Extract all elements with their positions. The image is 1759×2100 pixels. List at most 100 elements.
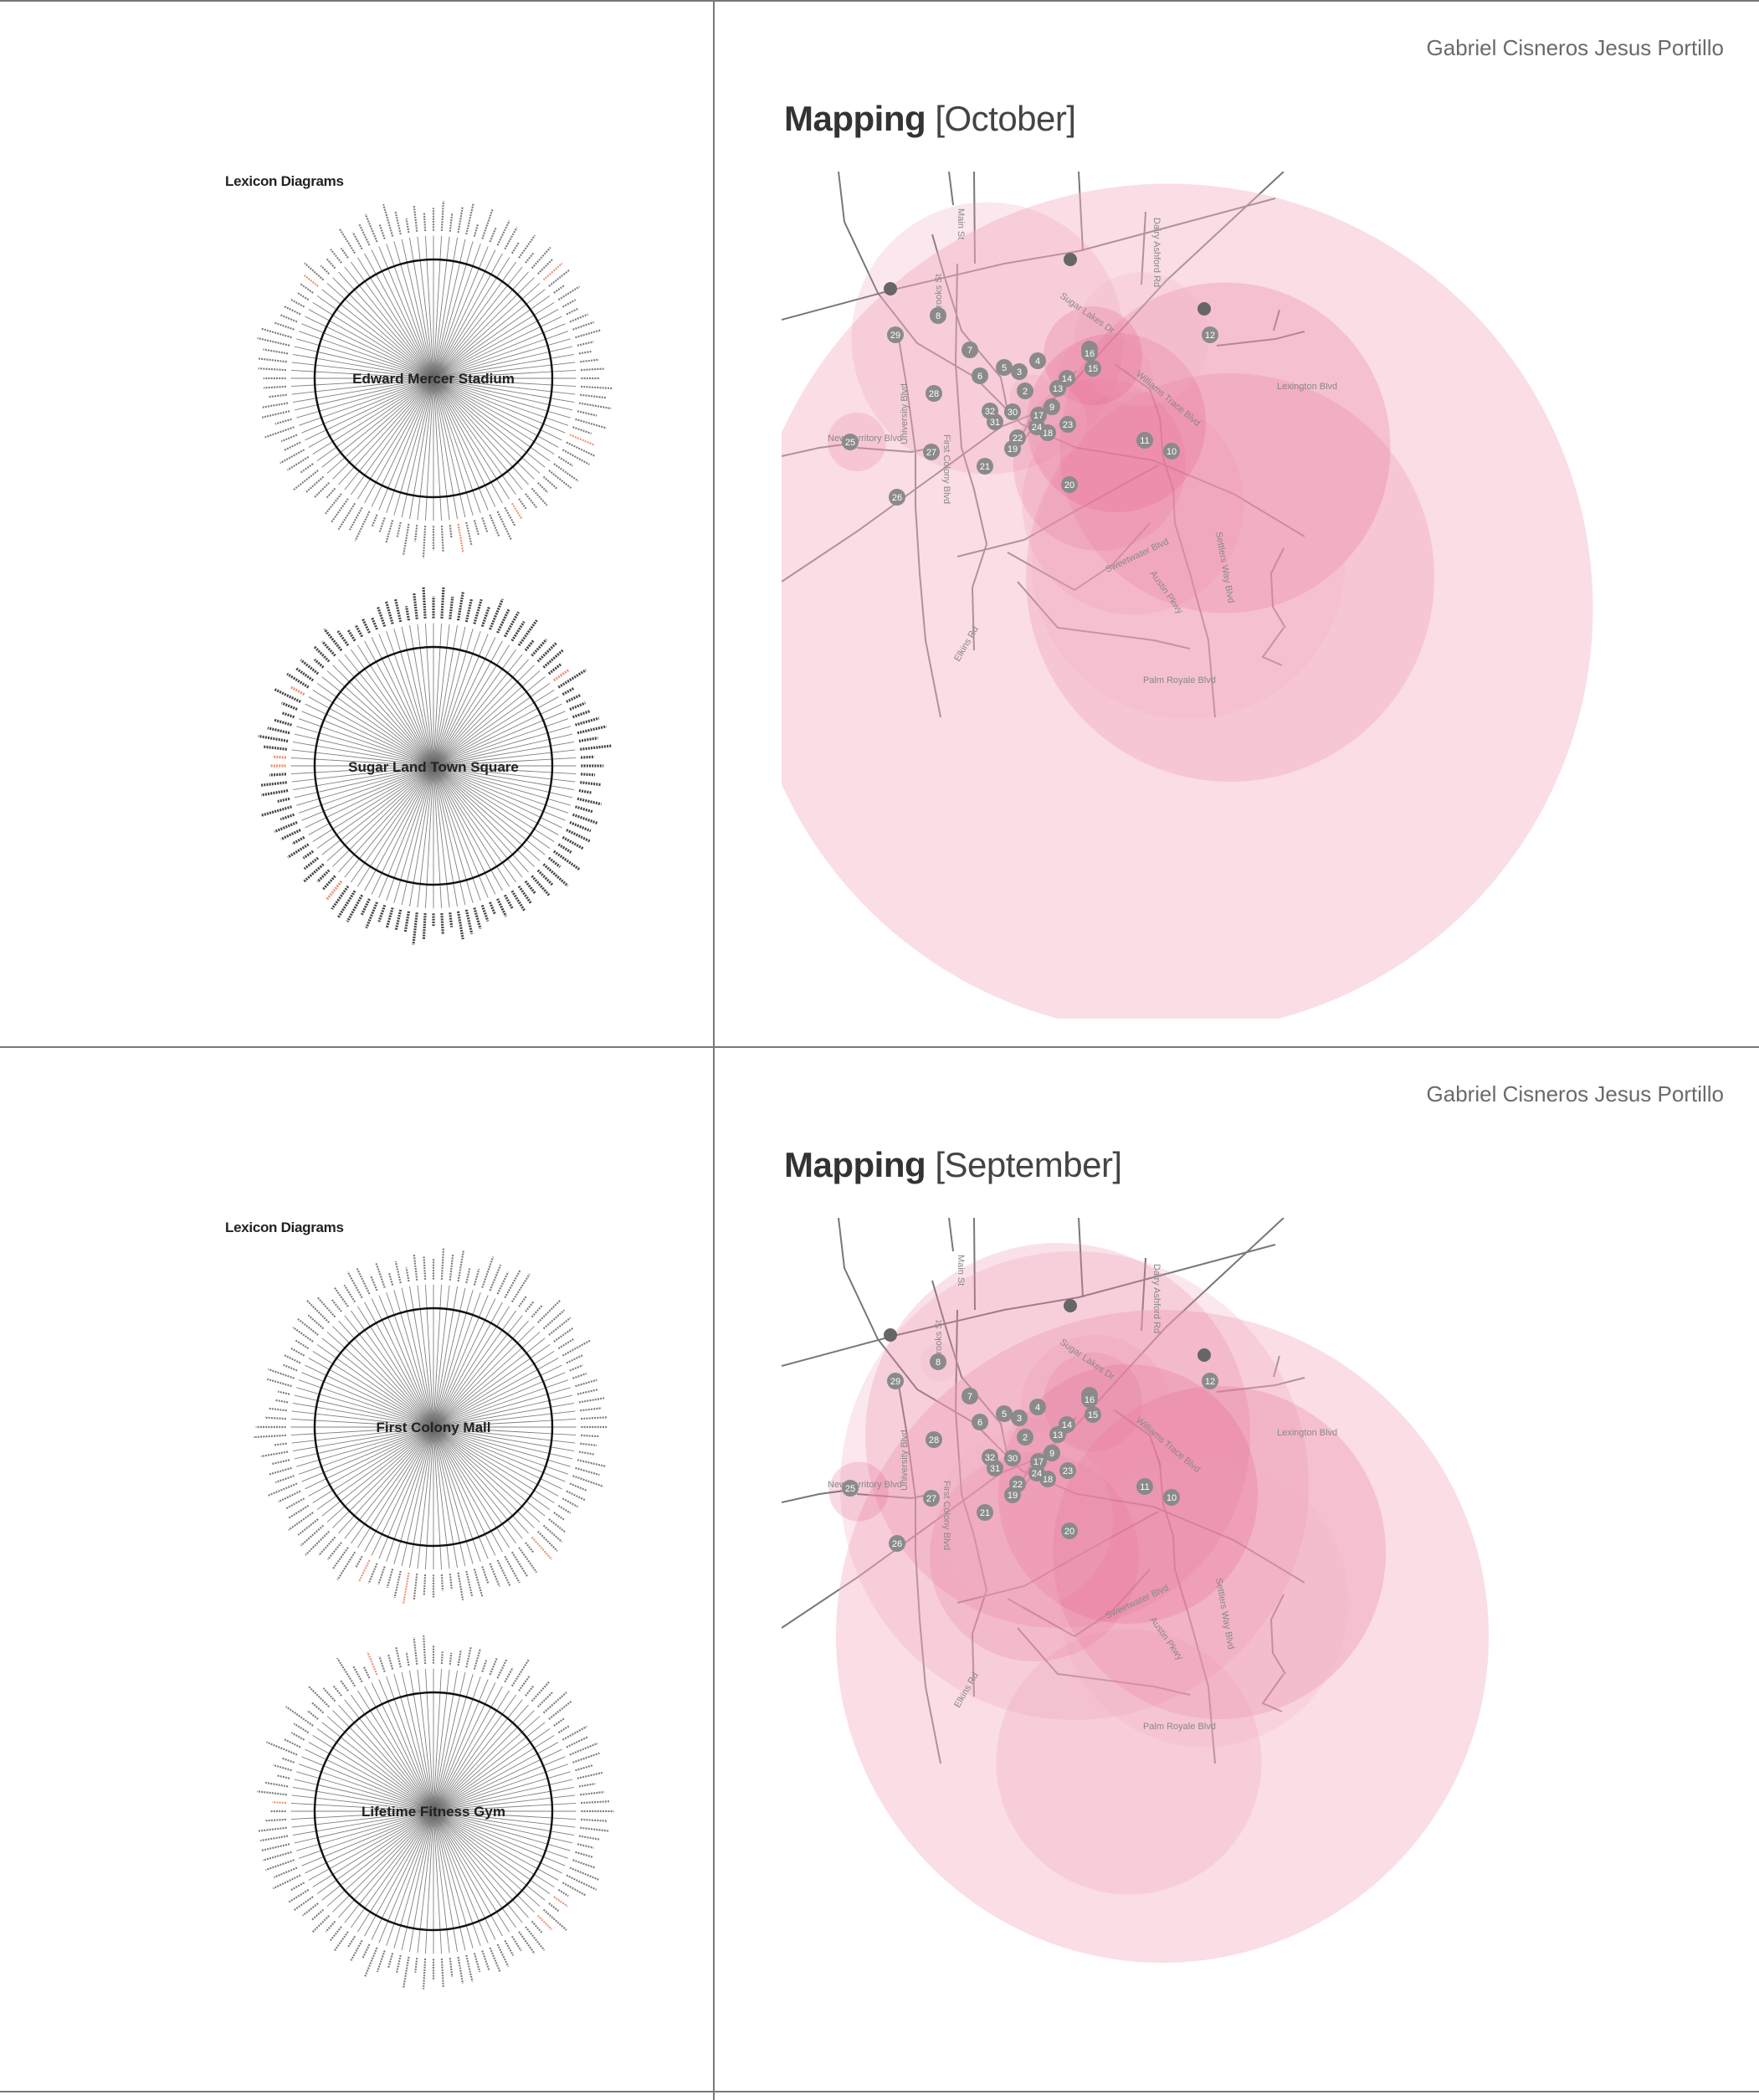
site-marker[interactable]: 21 [977,458,993,475]
site-marker[interactable]: 3 [1011,363,1028,380]
spoke-label-mark [267,727,290,735]
site-marker[interactable]: 11 [1136,432,1153,449]
spoke-label-mark [536,481,549,494]
spoke-label-mark [518,234,536,259]
site-marker[interactable]: 9 [1044,398,1060,415]
spoke-label-mark [577,1459,607,1468]
spoke-label-mark [572,1752,600,1764]
site-marker[interactable]: 24 [1028,1465,1045,1481]
spoke-label-mark [547,662,562,675]
spoke-label-mark [575,1379,597,1388]
spoke-label-mark [569,821,592,833]
influence-ellipse [1026,373,1434,782]
site-marker[interactable]: 15 [1085,1406,1101,1423]
site-marker[interactable]: 5 [996,1405,1013,1422]
site-marker[interactable]: 22 [1009,1476,1026,1492]
site-marker[interactable]: 12 [1202,1373,1218,1389]
spoke-line [321,1810,434,1901]
site-marker[interactable]: 8 [930,307,946,324]
site-marker[interactable]: 4 [1029,352,1046,369]
site-marker-number: 19 [1008,1491,1018,1501]
site-marker[interactable]: 24 [1028,418,1045,435]
spoke-label-mark [283,441,301,452]
street-label: University Blvd [900,1430,910,1491]
spoke-label-mark [269,393,287,398]
site-marker[interactable]: 30 [1004,1450,1021,1466]
lexicon-diagrams: First Colony Mall Lifetime Fitness Gym [253,1247,614,1990]
street-line [1114,363,1216,718]
spoke-label-mark [325,1920,336,1933]
street-label: Main St [956,1255,966,1286]
site-marker[interactable]: 29 [887,326,904,343]
site-marker[interactable]: 30 [1004,403,1021,420]
site-marker[interactable]: 9 [1044,1445,1060,1461]
site-marker-number: 16 [1085,1395,1095,1405]
site-marker[interactable]: 29 [887,1373,904,1389]
spoke-label-mark [553,1512,565,1521]
street-label: Lexington Blvd [1277,1428,1337,1438]
spoke-label-mark [457,1250,464,1282]
site-marker[interactable]: 23 [1059,416,1076,433]
spoke-label-mark [572,321,595,331]
site-marker[interactable]: 14 [1059,370,1075,387]
site-marker[interactable]: 8 [930,1353,946,1370]
spoke-label-mark [253,1434,286,1439]
site-marker[interactable]: 25 [842,434,859,450]
site-marker-dot [1029,1399,1046,1415]
spoke-label-mark [578,402,612,410]
spoke-label-mark [572,426,592,435]
site-marker[interactable]: 14 [1059,1416,1075,1433]
spoke-label-mark [325,493,342,515]
road-node-marker [884,282,897,295]
site-marker[interactable]: 25 [842,1480,859,1497]
spoke-label-mark [348,506,363,531]
spoke-label-mark [274,321,295,331]
site-marker[interactable]: 22 [1009,429,1026,446]
site-marker[interactable]: 16 [1081,1391,1098,1408]
site-marker[interactable]: 21 [977,1504,993,1521]
spoke-label-mark [336,1551,356,1581]
site-marker[interactable]: 10 [1163,443,1180,460]
site-marker[interactable]: 26 [889,489,905,506]
site-marker[interactable]: 2 [1017,383,1033,399]
site-marker[interactable]: 7 [962,341,978,358]
spoke-label-mark [542,863,569,887]
site-marker[interactable]: 28 [926,385,942,402]
site-marker[interactable]: 20 [1061,1522,1078,1539]
site-marker[interactable]: 3 [1011,1409,1028,1426]
site-marker[interactable]: 6 [972,367,988,384]
spoke-label-mark [362,1943,371,1959]
street-line [956,465,1159,557]
spoke-line [433,377,541,474]
site-marker[interactable]: 15 [1085,360,1101,377]
site-marker[interactable]: 26 [889,1535,905,1552]
spoke-label-mark [265,1741,298,1756]
site-marker[interactable]: 27 [923,444,940,460]
site-marker[interactable]: 28 [926,1431,942,1448]
site-marker[interactable]: 23 [1059,1462,1076,1479]
site-marker[interactable]: 6 [972,1414,988,1430]
spoke-label-mark [290,298,305,308]
site-marker[interactable]: 11 [1136,1478,1153,1495]
site-marker[interactable]: 27 [923,1490,940,1507]
spoke-label-mark [553,1896,568,1907]
spoke-label-mark [542,1692,567,1714]
spoke-label-mark [553,1717,566,1727]
spoke-line [386,765,434,901]
spoke-label-mark [263,348,289,355]
site-marker[interactable]: 32 [982,403,998,419]
site-marker-number: 9 [1049,403,1054,413]
site-marker[interactable]: 20 [1061,476,1078,493]
street-label: Lexington Blvd [1277,382,1337,392]
site-marker[interactable]: 10 [1163,1489,1180,1506]
site-marker[interactable]: 32 [982,1449,998,1466]
lexicon-hub [422,1800,445,1823]
site-marker[interactable]: 5 [996,359,1013,376]
site-marker[interactable]: 16 [1081,345,1098,362]
spoke-label-mark [260,788,289,797]
site-marker[interactable]: 7 [962,1388,978,1404]
site-marker[interactable]: 2 [1017,1429,1033,1445]
site-marker[interactable]: 12 [1202,326,1218,343]
site-marker[interactable]: 4 [1029,1399,1046,1415]
street-label: Palm Royale Blvd [1143,675,1216,685]
